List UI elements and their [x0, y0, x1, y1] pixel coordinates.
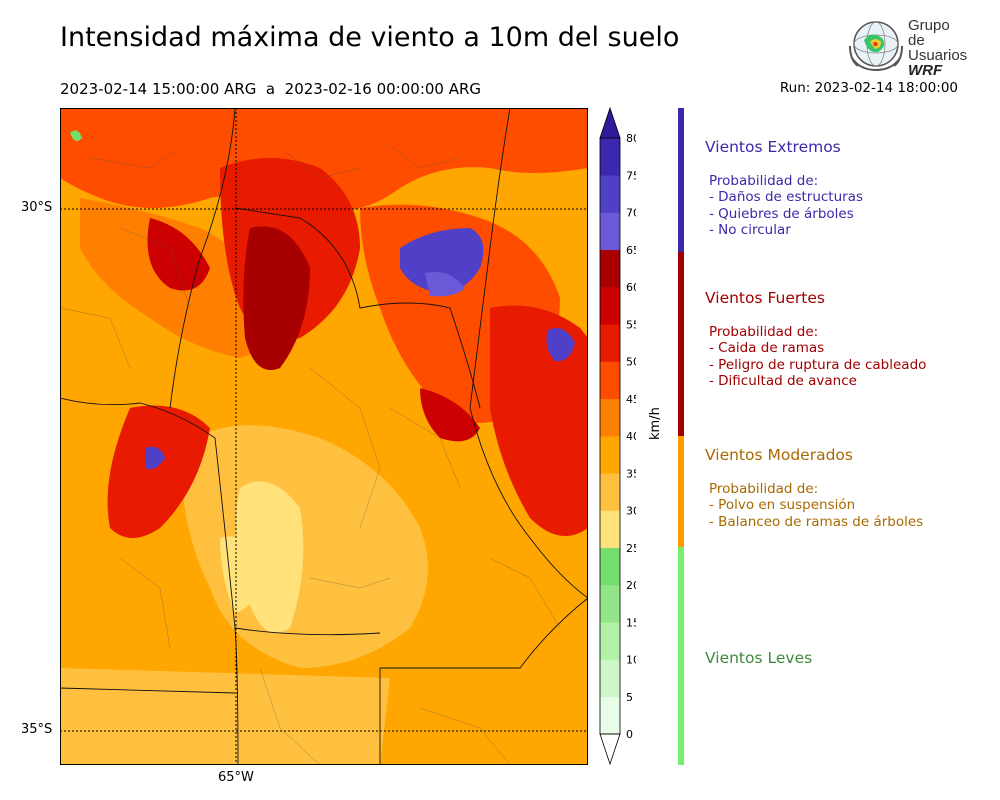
very-strong-zone — [243, 226, 310, 370]
category-strong-title: Probabilidad de: — [709, 324, 819, 340]
light-wind-spot — [70, 130, 82, 142]
colorbar-tick-label: 15 — [626, 616, 636, 629]
category-strong-item-3: - Dificultad de avance — [709, 372, 857, 389]
colorbar-bin — [600, 659, 620, 698]
lon-label-65w: 65°W — [218, 770, 254, 785]
category-light: Vientos Leves — [705, 649, 812, 667]
extreme-cell-north-edge — [425, 272, 465, 297]
category-moderate: Vientos Moderados Probabilidad de: - Pol… — [705, 446, 923, 530]
colorbar-bin — [600, 361, 620, 400]
colorbar-bin — [600, 138, 620, 176]
low-wind-zone-2 — [220, 536, 260, 613]
colorbar-frame — [599, 137, 621, 735]
colorbar-bin — [600, 510, 620, 549]
colorbar-under-extension — [599, 733, 621, 766]
run-time: Run: 2023-02-14 18:00:00 — [779, 80, 958, 96]
colorbar-bin — [600, 436, 620, 474]
colorbar-bin — [600, 398, 620, 437]
colorbar: 0 5 10 15 20 25 30 35 40 45 50 55 60 65 70 75 80 — [599, 106, 636, 766]
forecast-period: 2023-02-14 15:00:00 ARG a 2023-02-16 00:… — [60, 80, 482, 98]
colorbar-tick-label: 50 — [626, 356, 636, 369]
colorbar-bin — [600, 324, 620, 362]
colorbar-tick-label: 30 — [626, 505, 636, 518]
category-extreme-item-3: - No circular — [709, 221, 791, 238]
colorbar-tick-label: 70 — [626, 207, 636, 220]
category-moderate-name: Vientos Moderados — [705, 446, 853, 464]
very-strong-zone-3 — [420, 388, 480, 442]
category-strong-item-2: - Peligro de ruptura de cableado — [709, 356, 927, 373]
colorbar-tick-label: 45 — [626, 393, 636, 406]
category-extreme-title: Probabilidad de: — [709, 173, 819, 189]
colorbar-bin — [600, 249, 620, 288]
colorbar-bin — [600, 212, 620, 251]
colorbar-tick-label: 75 — [626, 169, 636, 182]
colorbar-tick-label: 60 — [626, 281, 636, 294]
strong-zone-north — [60, 108, 588, 211]
colorbar-tick-label: 80 — [626, 132, 636, 145]
bar-extreme — [678, 108, 684, 252]
category-moderate-item-2: - Balanceo de ramas de árboles — [709, 513, 924, 530]
category-bars — [678, 108, 684, 765]
colorbar-tick-label: 0 — [626, 728, 633, 741]
province-borders — [60, 108, 588, 765]
extreme-cell-east — [546, 328, 575, 362]
category-extreme-item-2: - Quiebres de árboles — [709, 205, 854, 222]
map-frame — [60, 108, 588, 765]
category-moderate-item-1: - Polvo en suspensión — [709, 497, 856, 514]
colorbar-tick-label: 35 — [626, 467, 636, 480]
colorbar-tick-label: 40 — [626, 430, 636, 443]
category-strong: Vientos Fuertes Probabilidad de: - Caida… — [705, 289, 926, 389]
bar-strong — [678, 252, 684, 436]
colorbar-tick-label: 5 — [626, 691, 633, 704]
very-strong-zone-2 — [147, 218, 210, 291]
category-strong-name: Vientos Fuertes — [705, 289, 825, 307]
extreme-cell-north — [400, 228, 484, 293]
bar-light — [678, 547, 684, 765]
wind-map — [60, 108, 588, 765]
category-extreme: Vientos Extremos Probabilidad de: - Daño… — [705, 138, 863, 238]
colorbar-tick-label: 20 — [626, 579, 636, 592]
map-title: Intensidad máxima de viento a 10m del su… — [60, 22, 680, 53]
colorbar-tick-label: 55 — [626, 318, 636, 331]
colorbar-bin — [600, 585, 620, 623]
logo-line-1: Grupo de — [908, 17, 950, 49]
lat-label-30s: 30°S — [21, 200, 53, 215]
colorbar-tick-label: 65 — [626, 244, 636, 257]
colorbar-tick-label: 25 — [626, 542, 636, 555]
colorbar-unit: km/h — [648, 407, 663, 440]
colorbar-tick-label: 10 — [626, 654, 636, 667]
colorbar-bin — [600, 175, 620, 213]
colorbar-bin — [600, 473, 620, 511]
moderate-zone-south — [60, 668, 390, 765]
category-extreme-item-1: - Daños de estructuras — [709, 189, 864, 206]
colorbar-over-extension — [599, 106, 621, 139]
category-strong-item-1: - Caida de ramas — [709, 340, 825, 357]
globe-logo-icon — [849, 21, 903, 72]
strong-zone-far-east — [490, 305, 588, 536]
colorbar-bin — [600, 287, 620, 325]
colorbar-bin — [600, 547, 620, 586]
category-light-name: Vientos Leves — [705, 649, 813, 667]
logo-line-2: Usuarios — [908, 47, 968, 64]
lat-label-35s: 35°S — [21, 722, 53, 737]
colorbar-bin — [600, 696, 620, 735]
category-extreme-name: Vientos Extremos — [705, 138, 841, 156]
wrf-logo: Grupo de Usuarios WRF — [848, 16, 968, 78]
bar-moderate — [678, 436, 684, 547]
department-borders — [60, 137, 561, 765]
logo-line-3: WRF — [908, 62, 943, 79]
category-moderate-title: Probabilidad de: — [709, 481, 819, 497]
extreme-cell-west — [145, 446, 165, 470]
strong-zone-southwest — [107, 405, 210, 538]
colorbar-bin — [600, 622, 620, 660]
